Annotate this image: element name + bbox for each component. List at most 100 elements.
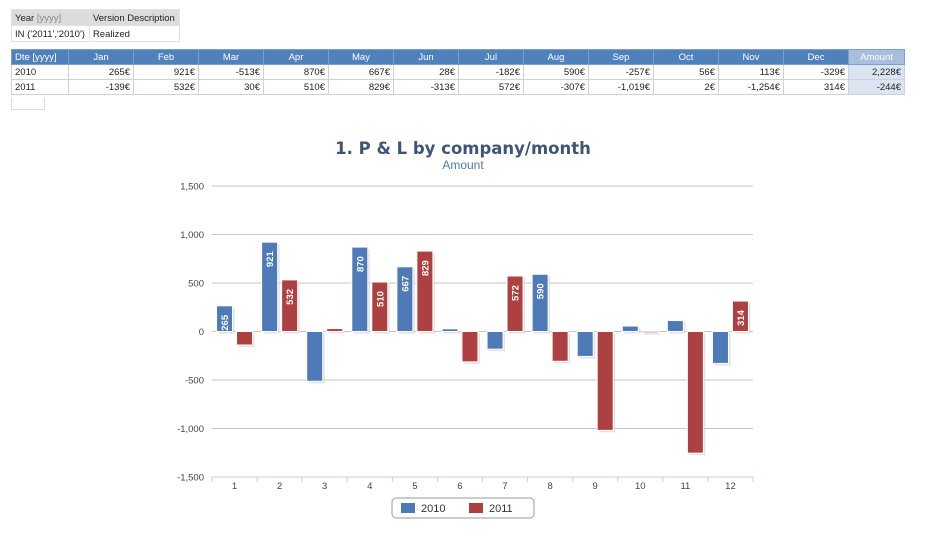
bar-2010[interactable] (621, 325, 639, 332)
legend-label[interactable]: 2010 (421, 503, 445, 515)
column-header-month[interactable]: May (328, 49, 394, 65)
bar-2011[interactable] (596, 331, 614, 431)
table-cell[interactable]: -139€ (68, 79, 134, 95)
legend-swatch-2010[interactable] (401, 503, 415, 513)
bar-2011[interactable] (236, 331, 254, 346)
column-header-month[interactable]: Sep (588, 49, 654, 65)
filter-table: Year [yyyy] Version Description IN ('201… (11, 9, 180, 42)
bar-2011[interactable] (506, 275, 524, 333)
x-tick-label: 2 (277, 481, 282, 492)
row-label[interactable]: 2011 (11, 79, 69, 95)
bar-2010[interactable] (531, 273, 549, 333)
table-cell[interactable]: 829€ (328, 79, 394, 95)
table-cell[interactable]: -313€ (393, 79, 459, 95)
column-header-date[interactable]: Dte [yyyy] (11, 49, 69, 65)
pl-data-table: Dte [yyyy] Jan Feb Mar Apr May Jun Jul A… (11, 49, 919, 95)
filter-year-header[interactable]: Year [yyyy] (11, 9, 90, 26)
bar-2010[interactable] (216, 305, 234, 332)
bar-value-label: 667 (400, 276, 411, 292)
table-cell[interactable]: 265€ (68, 64, 134, 80)
column-header-month[interactable]: Oct (653, 49, 719, 65)
bar-2011[interactable] (326, 328, 344, 332)
x-tick-label: 1 (232, 481, 237, 492)
bar-value-label: 532 (285, 289, 296, 305)
bar-2010[interactable] (486, 331, 504, 350)
bar-2011[interactable] (281, 279, 299, 332)
legend-label[interactable]: 2011 (489, 503, 513, 515)
filter-year-value[interactable]: IN ('2011','2010') (11, 25, 90, 42)
chart-legend[interactable]: 2010 2011 (391, 497, 535, 519)
column-header-month[interactable]: Jan (68, 49, 134, 65)
table-cell[interactable]: 2€ (653, 79, 719, 95)
y-tick-label: 0 (199, 327, 204, 338)
bar-2011[interactable] (686, 331, 704, 454)
column-header-month[interactable]: Aug (523, 49, 589, 65)
x-tick-label: 5 (412, 481, 417, 492)
bar-2010[interactable] (441, 328, 459, 332)
table-cell[interactable]: -513€ (198, 64, 264, 80)
row-label[interactable]: 2010 (11, 64, 69, 80)
table-cell[interactable]: 28€ (393, 64, 459, 80)
x-tick-label: 9 (593, 481, 598, 492)
x-tick-label: 8 (547, 481, 552, 492)
column-header-month[interactable]: Feb (133, 49, 199, 65)
table-cell[interactable]: 572€ (458, 79, 524, 95)
filter-version-header[interactable]: Version Description (88, 9, 180, 26)
table-cell[interactable]: 667€ (328, 64, 394, 80)
table-cell[interactable]: 921€ (133, 64, 199, 80)
column-header-month[interactable]: Dec (783, 49, 849, 65)
table-scroll-stub (11, 98, 45, 110)
bar-2010[interactable] (396, 266, 414, 332)
column-header-amount[interactable]: Amount (848, 49, 905, 65)
filter-header-row: Year [yyyy] Version Description (11, 9, 180, 26)
column-header-month[interactable]: Jul (458, 49, 524, 65)
table-cell[interactable]: -307€ (523, 79, 589, 95)
bar-2010[interactable] (576, 331, 594, 357)
bar-shadow (644, 333, 661, 335)
bar-2011[interactable] (371, 281, 389, 332)
amount-cell[interactable]: 2,228€ (848, 64, 905, 80)
legend-box (391, 497, 535, 519)
table-cell[interactable]: 30€ (198, 79, 264, 95)
bar-2011[interactable] (641, 330, 659, 334)
bar-2010[interactable] (351, 246, 369, 332)
column-header-month[interactable]: Nov (718, 49, 784, 65)
table-cell[interactable]: 532€ (133, 79, 199, 95)
bar-2011[interactable] (731, 300, 749, 333)
table-cell[interactable]: 870€ (263, 64, 329, 80)
table-cell[interactable]: -329€ (783, 64, 849, 80)
chart-bars (216, 241, 751, 456)
table-cell[interactable]: 510€ (263, 79, 329, 95)
bar-2010[interactable] (711, 331, 729, 364)
amount-cell[interactable]: -244€ (848, 79, 905, 95)
table-cell[interactable]: 56€ (653, 64, 719, 80)
table-cell[interactable]: 113€ (718, 64, 784, 80)
bar-value-label: 510 (375, 291, 386, 307)
bar-2011[interactable] (551, 331, 569, 362)
x-tick-label: 10 (635, 481, 646, 492)
column-header-month[interactable]: Apr (263, 49, 329, 65)
table-cell[interactable]: -1,254€ (718, 79, 784, 95)
x-tick-label: 4 (367, 481, 372, 492)
table-cell[interactable]: 314€ (783, 79, 849, 95)
table-row: 2010 265€ 921€ -513€ 870€ 667€ 28€ -182€… (11, 64, 919, 80)
bar-2010[interactable] (306, 331, 324, 382)
table-row: 2011 -139€ 532€ 30€ 510€ 829€ -313€ 572€… (11, 79, 919, 95)
x-tick-label: 11 (680, 481, 690, 492)
bar-2010[interactable] (261, 241, 279, 332)
table-cell[interactable]: -257€ (588, 64, 654, 80)
y-tick-label: -1,000 (177, 424, 204, 435)
bar-2011[interactable] (416, 250, 434, 332)
legend-swatch-2011[interactable] (469, 503, 483, 513)
x-tick-label: 3 (322, 481, 327, 492)
table-cell[interactable]: -182€ (458, 64, 524, 80)
y-tick-label: -1,500 (177, 473, 204, 484)
column-header-month[interactable]: Mar (198, 49, 264, 65)
table-cell[interactable]: -1,019€ (588, 79, 654, 95)
bar-2011[interactable] (461, 331, 479, 363)
filter-version-value[interactable]: Realized (88, 25, 180, 42)
table-cell[interactable]: 590€ (523, 64, 589, 80)
column-header-month[interactable]: Jun (393, 49, 459, 65)
bar-2010[interactable] (666, 320, 684, 333)
chart-subtitle: Amount (442, 158, 484, 172)
